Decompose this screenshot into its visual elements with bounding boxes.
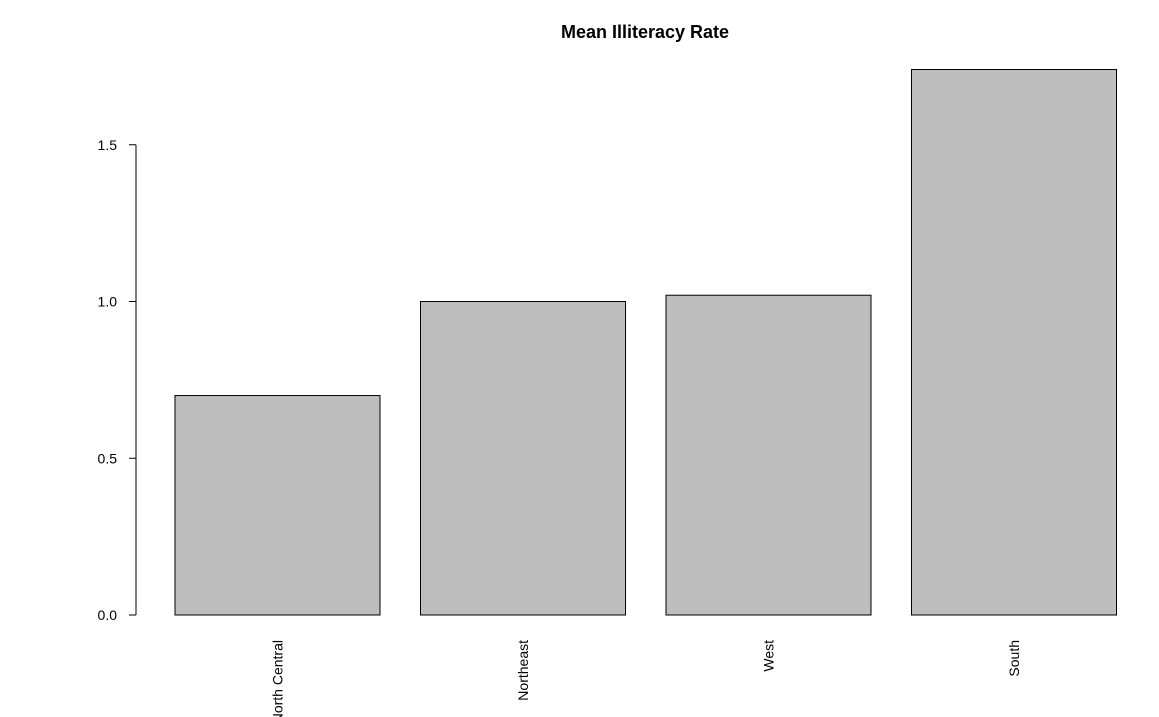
x-category-label: North Central bbox=[270, 640, 286, 717]
bar-northeast bbox=[420, 301, 626, 616]
y-tick-label: 1.5 bbox=[98, 137, 118, 153]
x-category-label: West bbox=[761, 640, 777, 672]
chart-title: Mean Illiteracy Rate bbox=[561, 22, 729, 42]
y-tick-label: 0.5 bbox=[98, 450, 118, 466]
bars bbox=[174, 69, 1117, 616]
x-axis-labels: North Central Northeast West South bbox=[270, 640, 1023, 717]
bar-south bbox=[911, 69, 1117, 616]
y-tick-label: 0.0 bbox=[98, 607, 118, 623]
bar-north-central bbox=[174, 395, 381, 616]
bar-west bbox=[665, 294, 872, 616]
y-tick-label: 1.0 bbox=[98, 294, 118, 310]
x-category-label: Northeast bbox=[515, 640, 531, 701]
x-category-label: South bbox=[1006, 640, 1022, 677]
y-axis: 0.0 0.5 1.0 1.5 bbox=[98, 137, 137, 623]
